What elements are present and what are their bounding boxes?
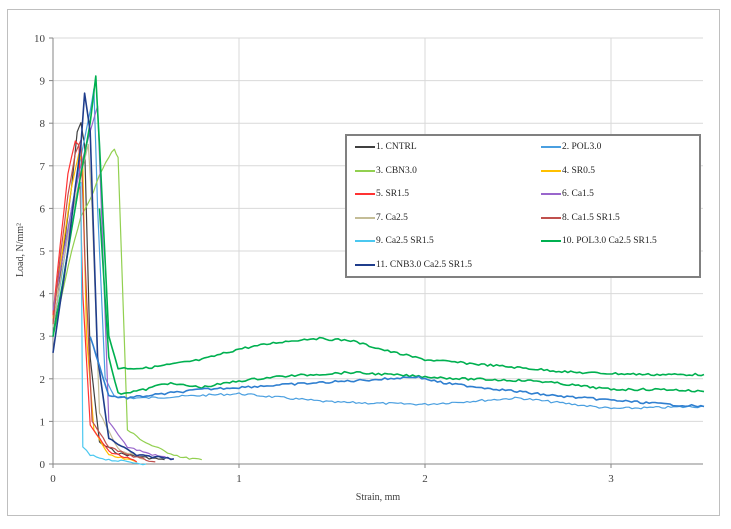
x-tick-label: 1 (236, 473, 242, 485)
x-axis-title: Strain, mm (356, 492, 401, 503)
y-tick-label: 1 (40, 416, 46, 428)
legend-label: 3. CBN3.0 (376, 165, 417, 176)
legend-item: 6. Ca1.5 (541, 189, 594, 199)
legend-swatch-icon (541, 193, 561, 195)
y-tick-label: 4 (40, 289, 46, 301)
y-tick-label: 6 (40, 203, 46, 215)
y-tick-label: 8 (40, 118, 46, 130)
legend-swatch-icon (355, 263, 375, 266)
legend-item: 2. POL3.0 (541, 142, 601, 152)
legend-item: 5. SR1.5 (355, 189, 409, 199)
data-series (52, 75, 705, 466)
legend-item: 8. Ca1.5 SR1.5 (541, 213, 620, 223)
legend-swatch-icon (355, 169, 375, 172)
series-line (89, 336, 705, 408)
series-line (52, 143, 147, 461)
y-tick-label: 10 (34, 33, 46, 45)
y-tick-label: 2 (40, 374, 46, 386)
x-tick-label: 0 (50, 473, 56, 485)
legend-swatch-icon (355, 216, 375, 219)
legend-item: 3. CBN3.0 (355, 166, 417, 176)
y-axis-title: Load, N/mm² (15, 223, 26, 277)
legend-label: 2. POL3.0 (562, 142, 602, 152)
legend-label: 6. Ca1.5 (562, 189, 594, 199)
series-line (52, 140, 138, 463)
y-tick-label: 0 (40, 459, 46, 471)
x-tick-label: 2 (422, 473, 428, 485)
legend-item: 9. Ca2.5 SR1.5 (355, 236, 434, 246)
legend: 1. CNTRL 2. POL3.0 3. CBN3.0 4. SR0.5 5. SR1… (345, 134, 701, 278)
legend-item: 1. CNTRL (355, 142, 417, 152)
legend-label: 8. Ca1.5 SR1.5 (562, 212, 620, 223)
y-tick-label: 9 (40, 76, 46, 88)
legend-swatch-icon (541, 146, 561, 148)
legend-item: 4. SR0.5 (541, 166, 595, 176)
legend-item: 10. POL3.0 Ca2.5 SR1.5 (541, 236, 657, 246)
y-tick-label: 7 (40, 161, 46, 173)
legend-label: 10. POL3.0 Ca2.5 SR1.5 (562, 236, 657, 246)
series-line (52, 75, 705, 377)
legend-swatch-icon (355, 146, 375, 148)
legend-label: 9. Ca2.5 SR1.5 (376, 236, 434, 246)
legend-swatch-icon (541, 169, 561, 172)
legend-label: 5. SR1.5 (376, 189, 409, 199)
legend-swatch-icon (541, 240, 561, 242)
x-tick-label: 3 (608, 473, 614, 485)
tick-labels: 0 1 2 3 4 5 6 7 8 9 10 0 1 2 3 (34, 33, 614, 485)
legend-swatch-icon (541, 216, 561, 219)
y-tick-label: 3 (40, 331, 46, 343)
legend-swatch-icon (355, 240, 375, 242)
legend-label: 4. SR0.5 (562, 165, 595, 176)
series-line (52, 92, 175, 461)
legend-item: 11. CNB3.0 Ca2.5 SR1.5 (355, 260, 472, 270)
legend-label: 11. CNB3.0 Ca2.5 SR1.5 (376, 259, 472, 270)
chart-frame (7, 9, 720, 516)
series-line (52, 88, 705, 410)
series-line (52, 148, 202, 461)
series-line (52, 139, 156, 463)
legend-label: 7. Ca2.5 (376, 212, 408, 223)
legend-swatch-icon (355, 193, 375, 195)
legend-label: 1. CNTRL (376, 142, 417, 152)
y-tick-label: 5 (40, 246, 46, 258)
legend-item: 7. Ca2.5 (355, 213, 408, 223)
